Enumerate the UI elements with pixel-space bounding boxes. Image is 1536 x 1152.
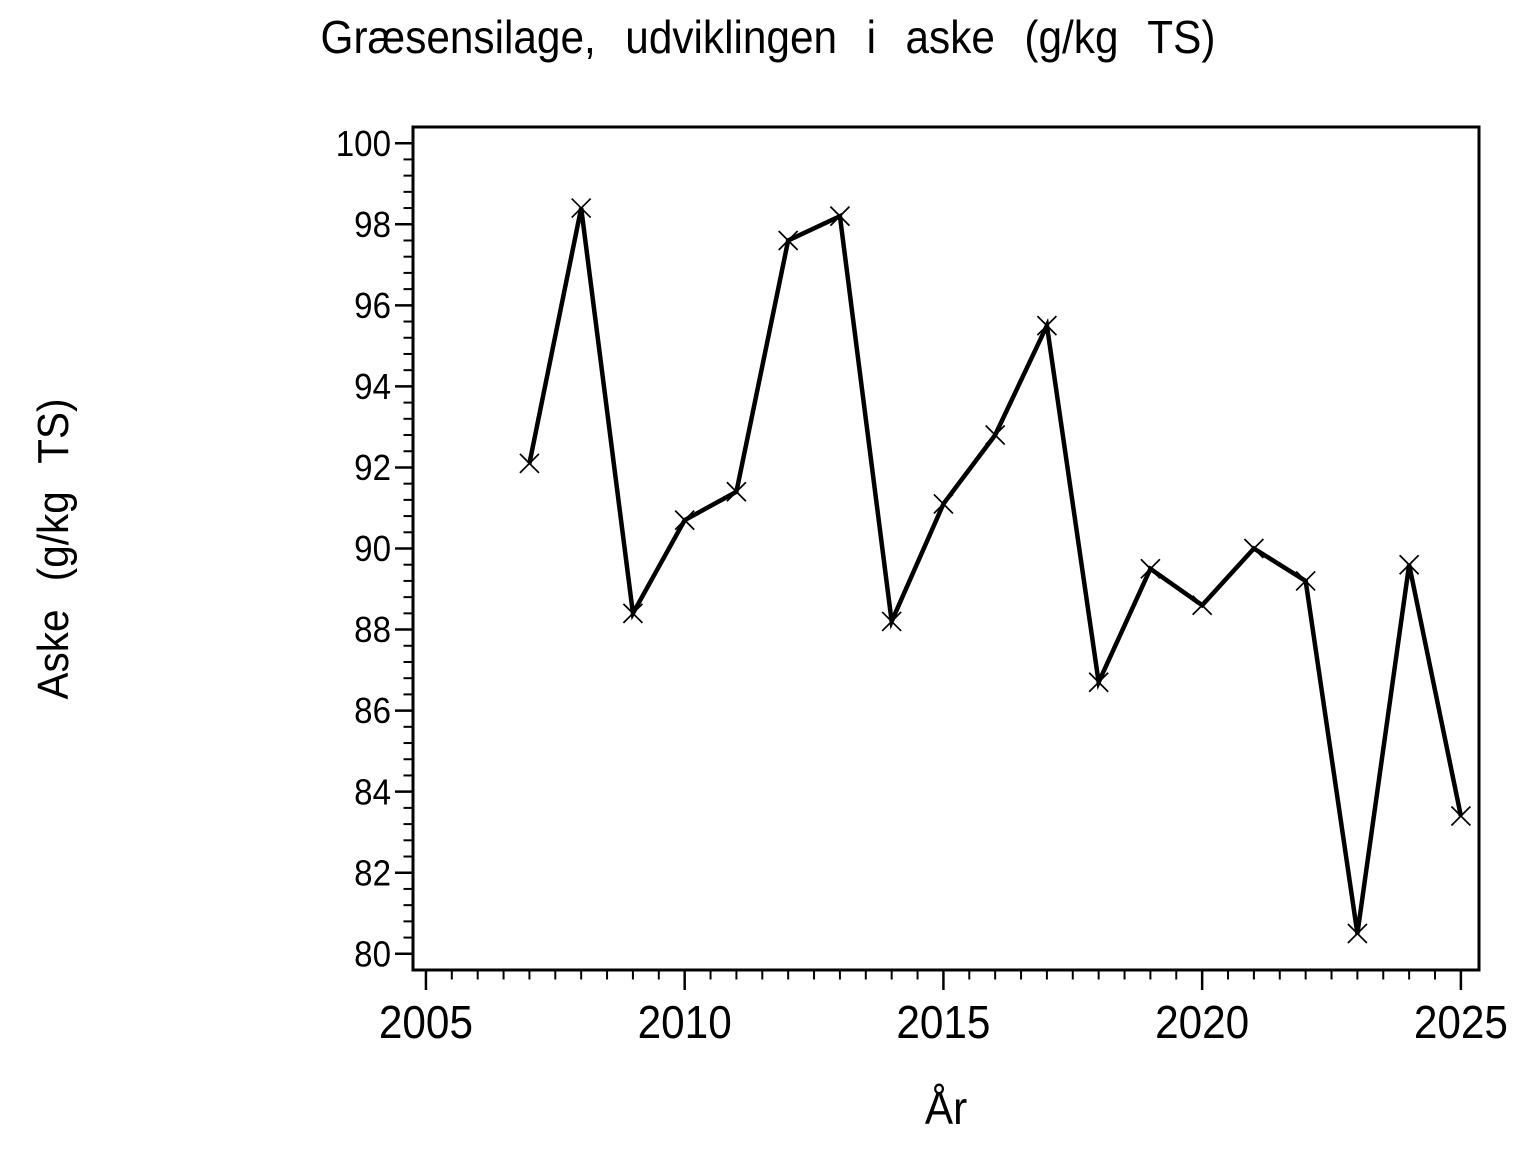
data-point-marker xyxy=(778,230,799,251)
data-point-marker xyxy=(881,611,902,632)
y-tick-label: 86 xyxy=(354,692,391,732)
y-tick-label: 98 xyxy=(354,206,391,246)
x-tick-label: 2025 xyxy=(1414,997,1508,1048)
data-point-marker xyxy=(726,481,747,502)
data-point-marker xyxy=(1088,672,1109,693)
data-point-marker xyxy=(1450,805,1471,827)
x-tick-label: 2015 xyxy=(896,997,990,1048)
data-point-marker xyxy=(1399,554,1420,575)
x-tick-label: 2020 xyxy=(1155,997,1249,1048)
data-series-line xyxy=(527,207,1464,934)
y-tick-label: 90 xyxy=(354,530,391,570)
data-point-marker xyxy=(985,424,1006,446)
x-tick-label: 2005 xyxy=(379,997,473,1048)
data-point-marker xyxy=(1192,595,1213,616)
x-tick-label: 2010 xyxy=(638,997,732,1048)
chart-title: Græsensilage, udviklingen i aske (g/kg T… xyxy=(320,11,1216,63)
data-point-marker xyxy=(829,206,851,227)
data-point-marker xyxy=(1036,315,1058,336)
x-axis-title: År xyxy=(924,1082,968,1134)
data-point-marker xyxy=(1295,570,1316,592)
y-tick-label: 92 xyxy=(354,449,391,489)
data-point-marker xyxy=(933,493,954,515)
y-tick-label: 88 xyxy=(354,611,391,651)
data-point-marker xyxy=(674,510,695,531)
data-point-marker xyxy=(571,197,592,219)
data-point-marker xyxy=(1243,538,1264,559)
y-tick-label: 82 xyxy=(354,854,391,894)
data-point-marker xyxy=(1140,558,1161,579)
data-point-marker xyxy=(622,603,644,624)
y-tick-label: 96 xyxy=(354,287,391,327)
data-point-marker xyxy=(1347,923,1368,944)
y-tick-label: 94 xyxy=(354,368,391,408)
data-point-marker xyxy=(519,453,540,474)
y-tick-label: 80 xyxy=(354,935,391,975)
y-tick-label: 84 xyxy=(354,773,391,813)
y-tick-label: 100 xyxy=(336,125,391,165)
